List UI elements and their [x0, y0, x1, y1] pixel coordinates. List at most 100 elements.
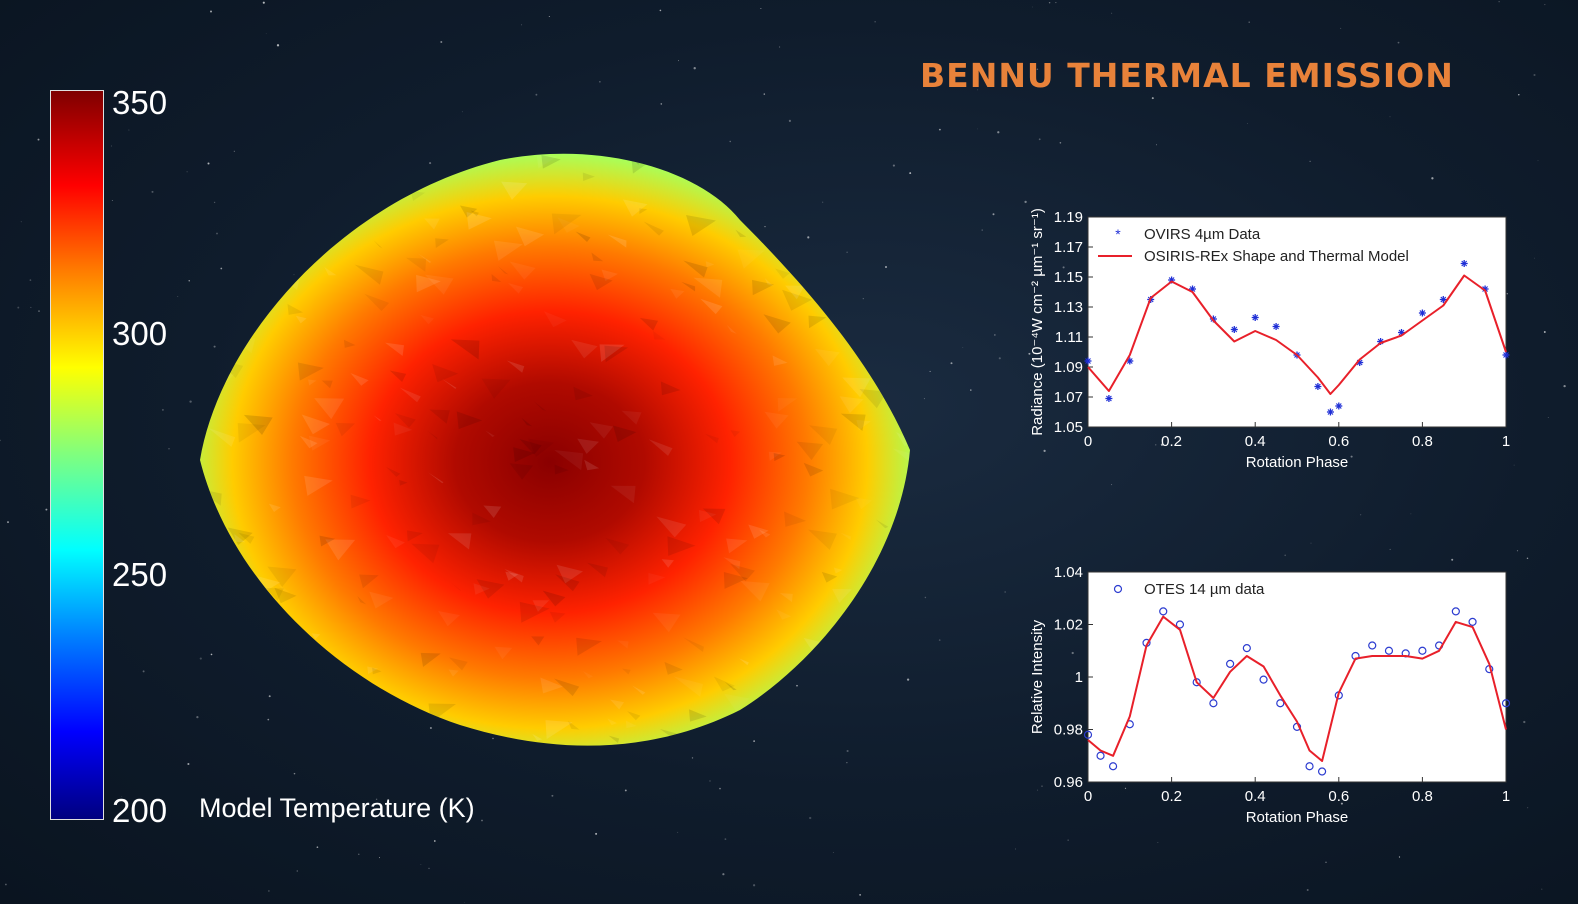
asteroid-facet — [639, 317, 659, 331]
star — [1048, 1, 1051, 4]
star — [807, 236, 810, 239]
star — [1055, 2, 1057, 4]
star — [216, 232, 218, 235]
asteroid-facet — [816, 758, 845, 760]
asteroid-facet — [906, 181, 910, 194]
star — [1547, 417, 1549, 418]
asteroid-facet — [301, 414, 331, 435]
star — [691, 757, 694, 759]
asteroid-facet — [481, 378, 511, 399]
data-point — [1418, 646, 1427, 655]
asteroid-facet — [704, 433, 719, 444]
star — [296, 870, 298, 872]
asteroid-facet — [853, 708, 867, 719]
asteroid-facet — [470, 210, 479, 217]
data-point — [1451, 607, 1460, 616]
asteroid-facet — [268, 503, 281, 512]
asteroid-facet — [723, 571, 748, 589]
asteroid-facet — [420, 652, 441, 667]
star — [429, 726, 432, 730]
star — [535, 93, 538, 96]
asteroid-facet — [513, 447, 535, 463]
asteroid-facet — [440, 725, 460, 740]
star — [420, 864, 422, 865]
asteroid-facet — [821, 720, 838, 732]
star — [1067, 839, 1069, 841]
x-tick-label: 1 — [1502, 433, 1510, 450]
x-tick-label: 0 — [1084, 433, 1092, 450]
asteroid-facet — [842, 377, 871, 398]
asteroid-facet — [476, 579, 505, 599]
asteroid-facet — [859, 389, 887, 409]
star — [548, 15, 550, 18]
asteroid-facet — [599, 344, 625, 362]
asteroid-facet — [893, 679, 906, 688]
legend-label: OTES 14 µm data — [1144, 581, 1265, 598]
asteroid-facet — [509, 261, 536, 280]
asteroid-facet — [700, 298, 723, 315]
star — [440, 41, 443, 43]
x-tick-label: 0.2 — [1161, 433, 1182, 450]
asteroid-facet — [843, 744, 871, 746]
asteroid-facet — [367, 666, 379, 675]
asteroid-facet — [670, 288, 685, 299]
asteroid-facet — [424, 274, 454, 295]
star — [1527, 807, 1529, 809]
asteroid-facet — [385, 466, 401, 477]
asteroid-facet — [399, 387, 421, 403]
asteroid-facet — [621, 410, 642, 425]
star — [923, 398, 925, 400]
asteroid-facet — [752, 279, 775, 296]
data-point — [1439, 296, 1447, 303]
star — [481, 819, 483, 822]
y-tick-label: 1.11 — [1055, 329, 1083, 346]
asteroid-facet — [608, 735, 620, 744]
asteroid-facet — [378, 187, 390, 196]
asteroid-facet — [515, 226, 545, 247]
asteroid-facet — [545, 720, 573, 740]
asteroid-facet — [914, 580, 920, 600]
asteroid-facet — [384, 342, 405, 356]
asteroid-facet — [240, 202, 254, 212]
asteroid-facet — [589, 273, 613, 291]
series-line — [1087, 615, 1507, 762]
star — [110, 145, 112, 147]
series-line — [1087, 274, 1507, 395]
star — [213, 345, 216, 348]
plot-area — [1087, 571, 1507, 783]
asteroid-facet — [410, 190, 426, 201]
data-point — [1108, 762, 1118, 771]
asteroid-facet — [880, 737, 898, 746]
asteroid-facet — [416, 274, 441, 293]
asteroid-facet — [625, 720, 637, 729]
y-tick-label: 0.96 — [1054, 774, 1083, 791]
star — [1038, 138, 1041, 141]
asteroid-facet — [232, 258, 255, 275]
asteroid-facet — [393, 422, 413, 436]
asteroid-facet — [429, 409, 450, 424]
star — [970, 389, 972, 391]
star — [293, 772, 296, 775]
star — [874, 21, 876, 23]
data-point — [1460, 260, 1468, 267]
star — [788, 119, 792, 122]
star — [1160, 443, 1164, 446]
asteroid-facet — [372, 667, 382, 675]
data-point — [1384, 646, 1394, 655]
star — [846, 749, 849, 753]
asteroid-facet — [656, 516, 687, 538]
asteroid-facet — [643, 221, 664, 236]
star — [1306, 889, 1309, 891]
asteroid-facet — [648, 572, 666, 585]
asteroid-facet — [331, 694, 349, 706]
y-tick-label: 1 — [1075, 669, 1083, 686]
asteroid-facet — [411, 154, 430, 168]
asteroid-facet — [533, 401, 547, 411]
asteroid-facet — [322, 166, 345, 183]
asteroid-facet — [181, 387, 191, 394]
data-point — [1083, 730, 1093, 739]
star — [265, 33, 267, 35]
x-tick-label: 0.8 — [1412, 433, 1433, 450]
asteroid-facet — [601, 269, 618, 282]
asteroid-facet — [389, 370, 407, 383]
